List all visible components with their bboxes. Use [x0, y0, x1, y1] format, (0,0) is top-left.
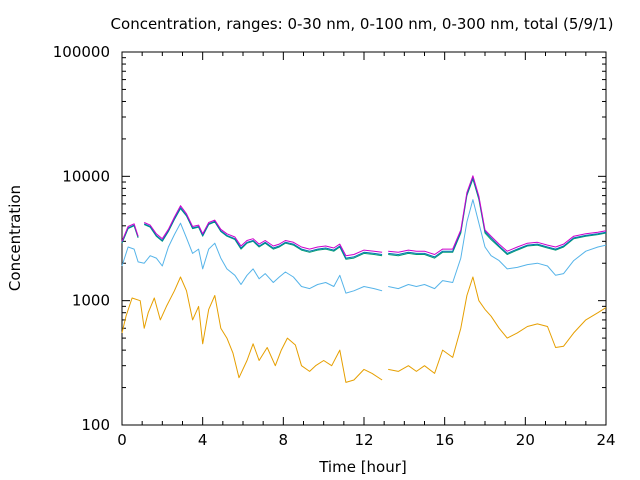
series-segment	[121, 222, 383, 294]
x-tick-label: 20	[516, 431, 535, 449]
y-tick-label: 100000	[53, 43, 110, 61]
series-layer	[121, 175, 607, 383]
series-segment	[121, 276, 383, 383]
series-segment	[388, 178, 607, 259]
series-line-5	[121, 175, 607, 257]
series-segment	[143, 208, 383, 260]
chart-title: Concentration, ranges: 0-30 nm, 0-100 nm…	[111, 15, 614, 33]
series-segment	[388, 199, 607, 290]
series-segment	[388, 176, 607, 258]
series-segment	[121, 223, 139, 242]
series-line-1	[121, 276, 607, 383]
x-tick-label: 0	[117, 431, 127, 449]
series-segment	[388, 175, 607, 255]
y-tick-label: 1000	[72, 292, 110, 310]
x-tick-label: 4	[198, 431, 208, 449]
series-line-3	[121, 178, 607, 260]
series-segment	[143, 207, 383, 259]
x-axis: 0 4 8 12 16 20 24	[117, 52, 616, 449]
y-axis: 100 1000 10000 100000	[53, 43, 606, 434]
x-tick-label: 12	[354, 431, 373, 449]
x-tick-label: 16	[435, 431, 454, 449]
series-segment	[388, 276, 607, 374]
y-tick-label: 10000	[62, 167, 110, 185]
series-line-4	[121, 176, 607, 259]
x-tick-label: 8	[279, 431, 289, 449]
series-line-2	[121, 199, 607, 294]
x-tick-label: 24	[596, 431, 615, 449]
y-axis-label: Concentration	[6, 185, 24, 291]
y-tick-label: 100	[81, 416, 110, 434]
series-segment	[144, 205, 383, 257]
x-axis-label: Time [hour]	[318, 458, 407, 476]
